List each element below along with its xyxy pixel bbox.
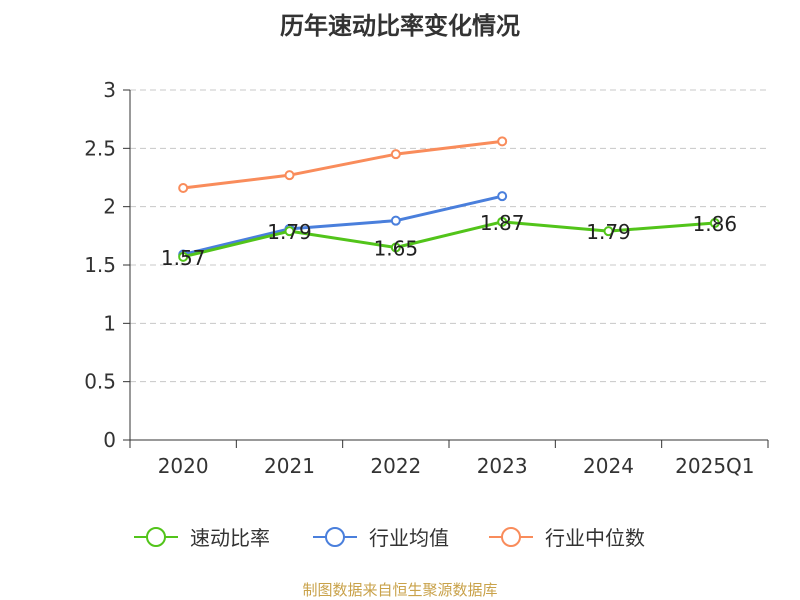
source-note: 制图数据来自恒生聚源数据库: [302, 581, 498, 599]
data-point: [603, 226, 614, 237]
data-point: [284, 170, 295, 181]
data-label: 1.87: [480, 211, 525, 235]
legend-label: 行业均值: [369, 526, 449, 550]
x-tick-label: 2025Q1: [675, 454, 754, 478]
x-tick-label: 2020: [158, 454, 209, 478]
data-point: [497, 136, 508, 147]
legend-label: 行业中位数: [545, 526, 645, 550]
data-point: [497, 216, 508, 227]
x-tick-label: 2021: [264, 454, 315, 478]
y-tick-label: 0.5: [84, 370, 116, 394]
data-point: [178, 183, 189, 193]
data-point: [178, 251, 189, 262]
series-layer: [178, 136, 720, 262]
chart-title: 历年速动比率变化情况: [280, 12, 520, 40]
legend-marker: [325, 527, 345, 547]
axis-layer: 0 0.5 1 1.5 2 2.5 3 2020 2021 2022 2023 2024 2025Q1: [84, 78, 769, 478]
legend: 速动比率 行业均值 行业中位数: [134, 526, 645, 550]
data-label: 1.57: [161, 246, 206, 270]
legend-marker: [146, 527, 166, 547]
series-line: [182, 139, 503, 190]
legend-label: 速动比率: [190, 526, 270, 550]
series-line: [182, 194, 503, 256]
series-line: [182, 220, 715, 259]
grid-layer: [130, 89, 768, 383]
data-point: [390, 149, 401, 160]
data-point: [284, 226, 295, 237]
data-point: [390, 242, 401, 253]
data-label: 1.79: [586, 220, 631, 244]
data-point: [390, 215, 401, 226]
y-tick-label: 2.5: [84, 136, 116, 160]
x-tick-label: 2023: [477, 454, 528, 478]
data-label: 1.65: [374, 237, 419, 261]
y-tick-label: 0: [103, 428, 116, 452]
label-layer: 1.57 1.79 1.65 1.87 1.79 1.86: [161, 211, 737, 270]
x-tick-label: 2024: [583, 454, 634, 478]
y-tick-label: 3: [103, 78, 116, 102]
x-tick-label: 2022: [370, 454, 421, 478]
y-tick-label: 1.5: [84, 253, 116, 277]
data-point: [709, 218, 720, 228]
data-point: [497, 191, 508, 202]
legend-marker: [501, 527, 521, 547]
data-label: 1.86: [693, 212, 738, 236]
y-tick-label: 1: [103, 311, 116, 335]
data-label: 1.79: [267, 220, 312, 244]
y-tick-label: 2: [103, 195, 116, 219]
